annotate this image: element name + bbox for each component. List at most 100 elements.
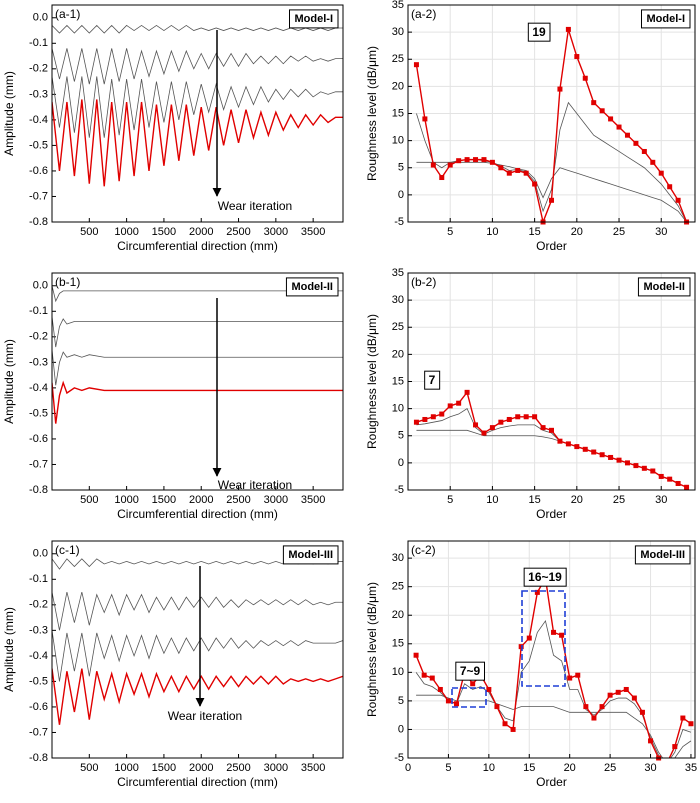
x-tick-label: 25 <box>604 762 616 774</box>
y-tick-label: -0.7 <box>29 726 48 738</box>
y-tick-label: -0.4 <box>29 382 48 394</box>
y-tick-label: -5 <box>394 484 404 496</box>
x-tick-label: 3500 <box>301 762 325 774</box>
x-axis-label: Circumferential direction (mm) <box>117 507 278 521</box>
marker <box>413 62 419 68</box>
marker <box>583 704 589 710</box>
y-axis-label: Amplitude (mm) <box>2 339 16 424</box>
marker <box>608 454 614 460</box>
panel-label: (b-1) <box>55 275 80 289</box>
marker <box>549 197 554 203</box>
series-line <box>416 161 687 222</box>
y-tick-label: 35 <box>392 267 404 279</box>
y-tick-label: -0.1 <box>29 37 48 49</box>
x-tick-label: 3000 <box>264 494 288 506</box>
series-line <box>52 76 343 138</box>
panel: -5 0 5 10 15 20 25 30 35 5 10 15 20 25 30 Order Roughnes… <box>365 267 696 521</box>
y-axis-label: Roughness level (dB/μm) <box>365 46 379 181</box>
y-tick-label: -0.3 <box>29 356 48 368</box>
x-tick-label: 30 <box>655 226 667 238</box>
marker <box>565 441 571 447</box>
marker <box>688 721 694 727</box>
marker <box>464 389 470 395</box>
panel: -5 0 5 10 15 20 25 30 35 5 10 15 20 25 30 Order Roughnes… <box>365 0 696 253</box>
marker <box>502 721 508 727</box>
x-tick-label: 30 <box>644 762 656 774</box>
panel: 0.0 -0.1 -0.2 -0.3 -0.4 -0.5 -0.6 -0.7 -0.8 500 10… <box>2 272 344 521</box>
marker <box>680 715 686 721</box>
x-axis-label: Order <box>536 507 567 521</box>
series-line <box>52 349 343 386</box>
marker <box>515 414 521 420</box>
x-tick-label: 2000 <box>189 494 213 506</box>
marker <box>591 449 597 455</box>
x-tick-label: 2500 <box>226 494 250 506</box>
x-tick-label: 20 <box>571 494 583 506</box>
marker <box>526 635 532 641</box>
x-tick-label: 1500 <box>152 762 176 774</box>
x-tick-label: 500 <box>80 762 98 774</box>
x-tick-label: 2000 <box>189 226 213 238</box>
plot-frame <box>51 4 344 223</box>
x-tick-label: 1500 <box>152 226 176 238</box>
panel-label: (a-2) <box>411 7 436 21</box>
marker <box>658 473 664 479</box>
y-tick-label: 15 <box>392 638 404 650</box>
y-tick-label: 0 <box>398 457 404 469</box>
x-tick-label: 1000 <box>114 494 138 506</box>
y-tick-label: 30 <box>392 26 404 38</box>
y-tick-label: -0.3 <box>29 88 48 100</box>
marker <box>574 54 580 60</box>
model-label: Model-II <box>643 281 685 293</box>
marker <box>551 629 557 635</box>
marker <box>518 644 524 650</box>
marker <box>439 411 445 417</box>
y-tick-label: -0.2 <box>29 599 48 611</box>
y-tick-label: -5 <box>394 752 404 764</box>
marker <box>591 100 597 106</box>
marker <box>641 148 647 154</box>
x-tick-label: 20 <box>571 226 583 238</box>
annotation: 16~19 <box>528 570 562 584</box>
annotation-box <box>455 661 486 681</box>
marker <box>615 689 621 695</box>
y-tick-label: -0.4 <box>29 650 48 662</box>
marker <box>454 701 460 707</box>
x-tick-label: 1000 <box>114 762 138 774</box>
marker <box>473 157 479 163</box>
marker <box>633 463 639 469</box>
marker <box>591 715 597 721</box>
marker <box>515 167 521 173</box>
marker <box>658 170 664 176</box>
panel-label: (c-2) <box>411 543 436 557</box>
y-tick-label: 15 <box>392 375 404 387</box>
x-tick-label: 2500 <box>226 762 250 774</box>
x-tick-label: 5 <box>447 226 453 238</box>
annotation: Wear iteration <box>168 709 242 723</box>
marker <box>667 476 673 482</box>
x-tick-label: 5 <box>445 762 451 774</box>
panel-label: (c-1) <box>55 543 80 557</box>
series-line <box>52 285 343 303</box>
y-tick-label: -0.5 <box>29 675 48 687</box>
marker <box>481 157 487 163</box>
x-tick-label: 35 <box>685 762 697 774</box>
series-line <box>52 48 343 85</box>
series-line <box>52 380 343 424</box>
marker <box>624 460 630 466</box>
x-tick-label: 25 <box>613 494 625 506</box>
y-axis-label: Amplitude (mm) <box>2 71 16 156</box>
marker <box>675 197 681 203</box>
marker <box>667 184 673 190</box>
marker <box>489 159 495 165</box>
panel: 0.0 -0.1 -0.2 -0.3 -0.4 -0.5 -0.6 -0.7 -0.8 500 10… <box>2 4 344 253</box>
y-tick-label: 0 <box>398 723 404 735</box>
x-tick-label: 15 <box>523 762 535 774</box>
marker <box>582 446 588 452</box>
annotation-box <box>527 22 551 42</box>
model-label: Model-I <box>295 13 334 25</box>
y-tick-label: -0.7 <box>29 190 48 202</box>
y-tick-label: 20 <box>392 609 404 621</box>
marker <box>510 726 516 732</box>
